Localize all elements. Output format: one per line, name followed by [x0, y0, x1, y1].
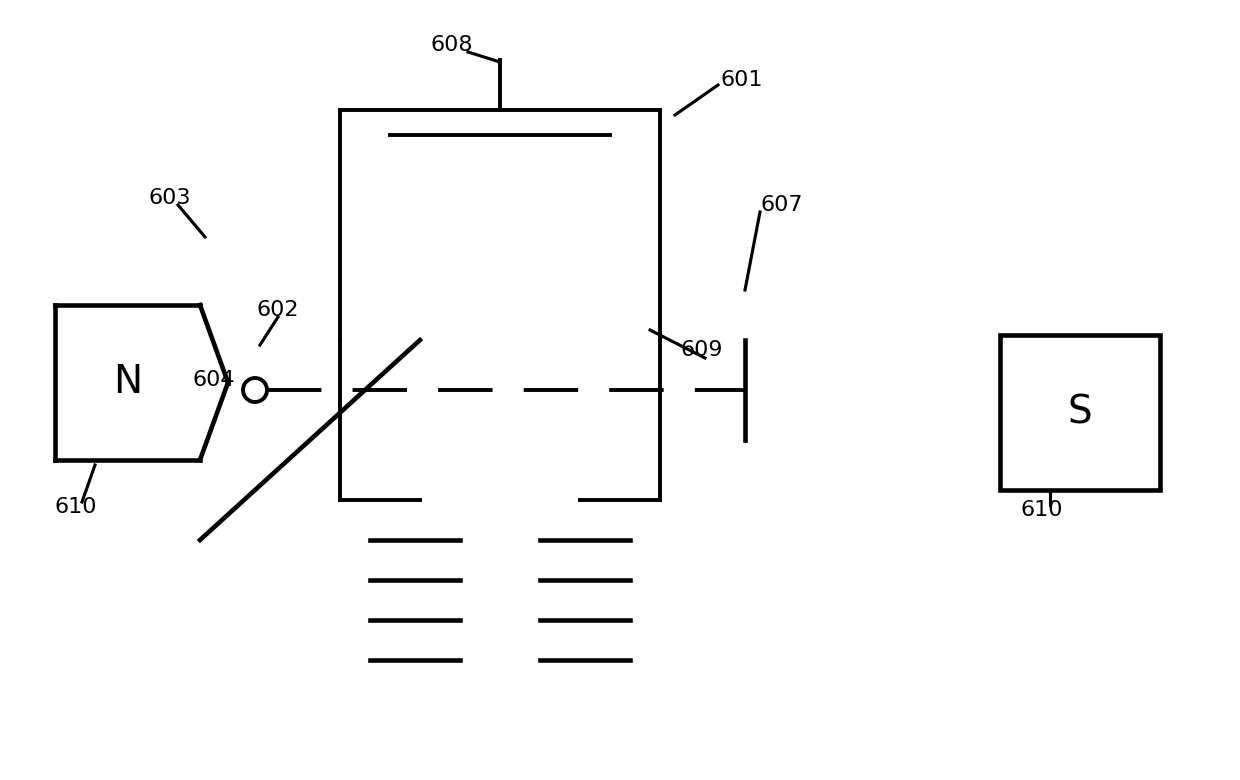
- Text: 602: 602: [255, 300, 299, 320]
- Text: 608: 608: [430, 35, 472, 55]
- Text: 601: 601: [720, 70, 763, 90]
- Text: S: S: [1068, 393, 1092, 431]
- Bar: [999, 335, 1159, 490]
- Text: N: N: [113, 363, 143, 401]
- Text: 609: 609: [680, 340, 723, 360]
- Text: 603: 603: [148, 188, 191, 208]
- Text: 610: 610: [1021, 500, 1063, 520]
- Text: 610: 610: [55, 497, 98, 517]
- Text: 607: 607: [760, 195, 802, 215]
- Text: 604: 604: [192, 370, 234, 390]
